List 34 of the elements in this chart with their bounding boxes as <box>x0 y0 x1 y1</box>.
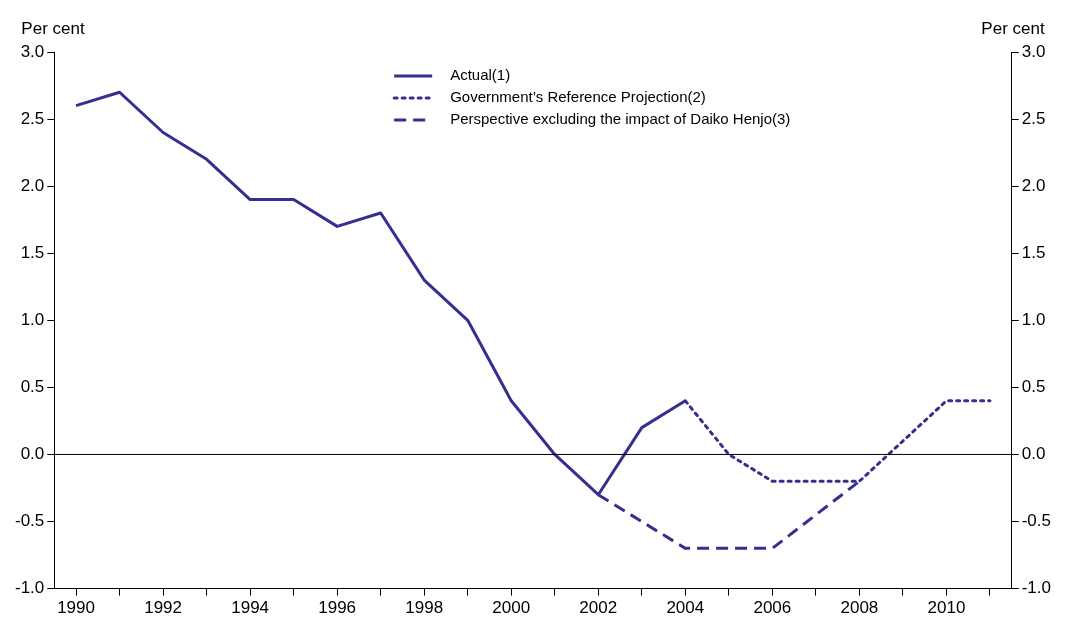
x-tick-label: 2002 <box>579 598 618 618</box>
y2-tick-label: 2.0 <box>1021 175 1046 195</box>
y2-axis-title: Per cent <box>981 19 1045 39</box>
y2-tick-label: -1.0 <box>1021 578 1051 598</box>
y2-tick-label: 0.0 <box>1021 444 1046 464</box>
y2-tick-label: -0.5 <box>1021 511 1051 531</box>
x-tick-label: 2004 <box>666 598 705 618</box>
x-tick-label: 2010 <box>927 598 966 618</box>
y-tick-label: 2.5 <box>20 108 45 128</box>
y2-tick-label: 0.5 <box>1021 377 1046 397</box>
y-tick-label: 1.0 <box>20 309 45 329</box>
y-tick-label: 0.0 <box>20 444 45 464</box>
y2-tick-label: 2.5 <box>1021 108 1046 128</box>
x-tick-label: 1994 <box>231 598 270 618</box>
x-tick-label: 1998 <box>405 598 444 618</box>
x-tick-label: 1996 <box>318 598 357 618</box>
legend-label: Government’s Reference Projection(2) <box>450 88 706 106</box>
y-tick-label: -1.0 <box>15 578 45 598</box>
x-tick-label: 2006 <box>753 598 792 618</box>
y2-tick-label: 1.0 <box>1021 309 1046 329</box>
y-axis-title: Per cent <box>21 19 85 39</box>
y2-tick-label: 1.5 <box>1021 242 1046 262</box>
x-tick-label: 1992 <box>144 598 182 618</box>
legend-label: Perspective excluding the impact of Daiko Henjo(3) <box>450 110 791 128</box>
y-tick-label: -0.5 <box>15 511 45 531</box>
y2-tick-label: 3.0 <box>1021 41 1046 61</box>
y-tick-label: 3.0 <box>20 41 45 61</box>
y-tick-label: 0.5 <box>20 377 45 397</box>
y-tick-label: 1.5 <box>20 242 45 262</box>
x-tick-label: 2008 <box>840 598 879 618</box>
legend-label: Actual(1) <box>450 66 511 84</box>
y-tick-label: 2.0 <box>20 175 45 195</box>
x-tick-label: 1990 <box>57 598 95 618</box>
x-tick-label: 2000 <box>492 598 531 618</box>
